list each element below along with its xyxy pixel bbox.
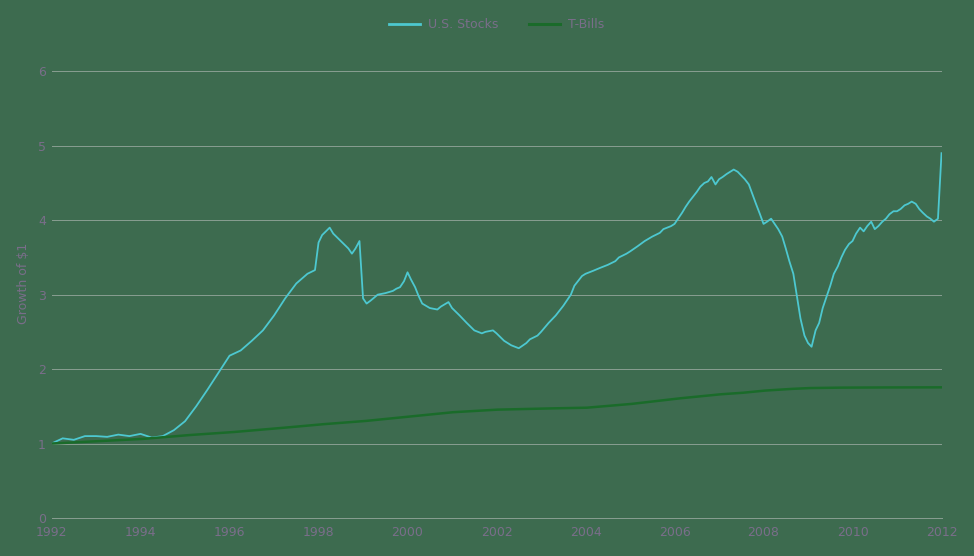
T-Bills [336, 419, 348, 426]
T-Bills [936, 384, 948, 391]
T-Bills [688, 394, 699, 400]
U.S. Stocks [46, 440, 57, 447]
Legend: U.S. Stocks, T-Bills: U.S. Stocks, T-Bills [384, 13, 609, 36]
Line: U.S. Stocks: U.S. Stocks [52, 153, 942, 444]
U.S. Stocks [828, 270, 840, 277]
T-Bills [398, 414, 410, 420]
T-Bills [153, 434, 165, 441]
Line: T-Bills: T-Bills [52, 388, 942, 444]
Y-axis label: Growth of $1: Growth of $1 [17, 243, 29, 324]
U.S. Stocks [728, 166, 739, 173]
U.S. Stocks [936, 150, 948, 157]
U.S. Stocks [409, 284, 421, 291]
T-Bills [606, 403, 618, 409]
U.S. Stocks [906, 198, 918, 205]
U.S. Stocks [672, 215, 684, 222]
T-Bills [46, 440, 57, 447]
U.S. Stocks [350, 245, 361, 252]
T-Bills [693, 393, 704, 400]
